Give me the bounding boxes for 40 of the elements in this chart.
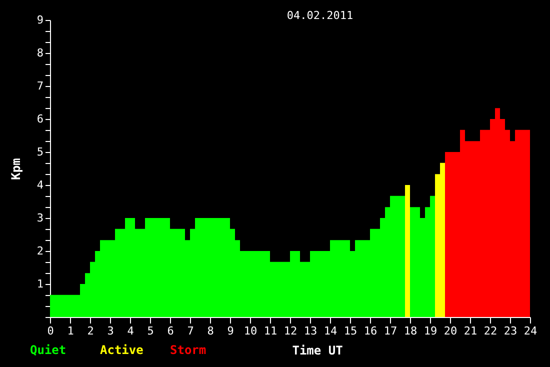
x-tick-label: 4 [127, 324, 134, 338]
y-tick-label: 3 [36, 212, 44, 224]
x-tick-label: 16 [364, 324, 378, 338]
x-tick-label: 13 [304, 324, 318, 338]
x-tick-label: 1 [67, 324, 74, 338]
x-tick-label: 24 [524, 324, 538, 338]
y-tick-label: 4 [36, 178, 44, 192]
x-tick-label: 15 [344, 324, 358, 338]
y-axis-title: Kpm [8, 158, 23, 180]
y-tick-label: 9 [36, 14, 44, 26]
y-tick-label: 5 [36, 146, 44, 158]
x-tick-label: 7 [187, 324, 194, 338]
x-tick-label: 5 [147, 324, 154, 338]
x-tick-label: 8 [207, 324, 214, 338]
x-tick-label: 2 [87, 324, 94, 338]
x-axis-title: Time UT [292, 344, 343, 358]
y-tick-label: 1 [36, 278, 44, 290]
x-tick-label: 20 [444, 324, 458, 338]
x-tick-label: 21 [464, 324, 478, 338]
x-tick-label: 3 [107, 324, 114, 338]
x-tick-label: 18 [404, 324, 418, 338]
x-tick-label: 9 [227, 324, 234, 338]
x-tick-label: 23 [504, 324, 518, 338]
y-tick-label: 7 [36, 80, 44, 92]
text: Quiet [30, 343, 66, 357]
x-tick-label: 19 [424, 324, 438, 338]
text: Active [100, 343, 144, 357]
y-tick-label: 8 [36, 46, 44, 60]
text: Storm [170, 343, 206, 357]
x-tick-label: 0 [47, 324, 54, 338]
x-tick-label: 14 [324, 324, 338, 338]
x-tick-label: 6 [167, 324, 174, 338]
x-tick-label: 17 [384, 324, 398, 338]
x-tick-label: 11 [264, 324, 278, 338]
x-tick-label: 10 [244, 324, 258, 338]
y-tick-label: 6 [36, 112, 44, 126]
x-tick-label: 22 [484, 324, 498, 338]
x-tick-label: 12 [284, 324, 298, 338]
y-tick-label: 2 [36, 244, 44, 258]
chart-title: 04.02.2011 [286, 9, 354, 22]
